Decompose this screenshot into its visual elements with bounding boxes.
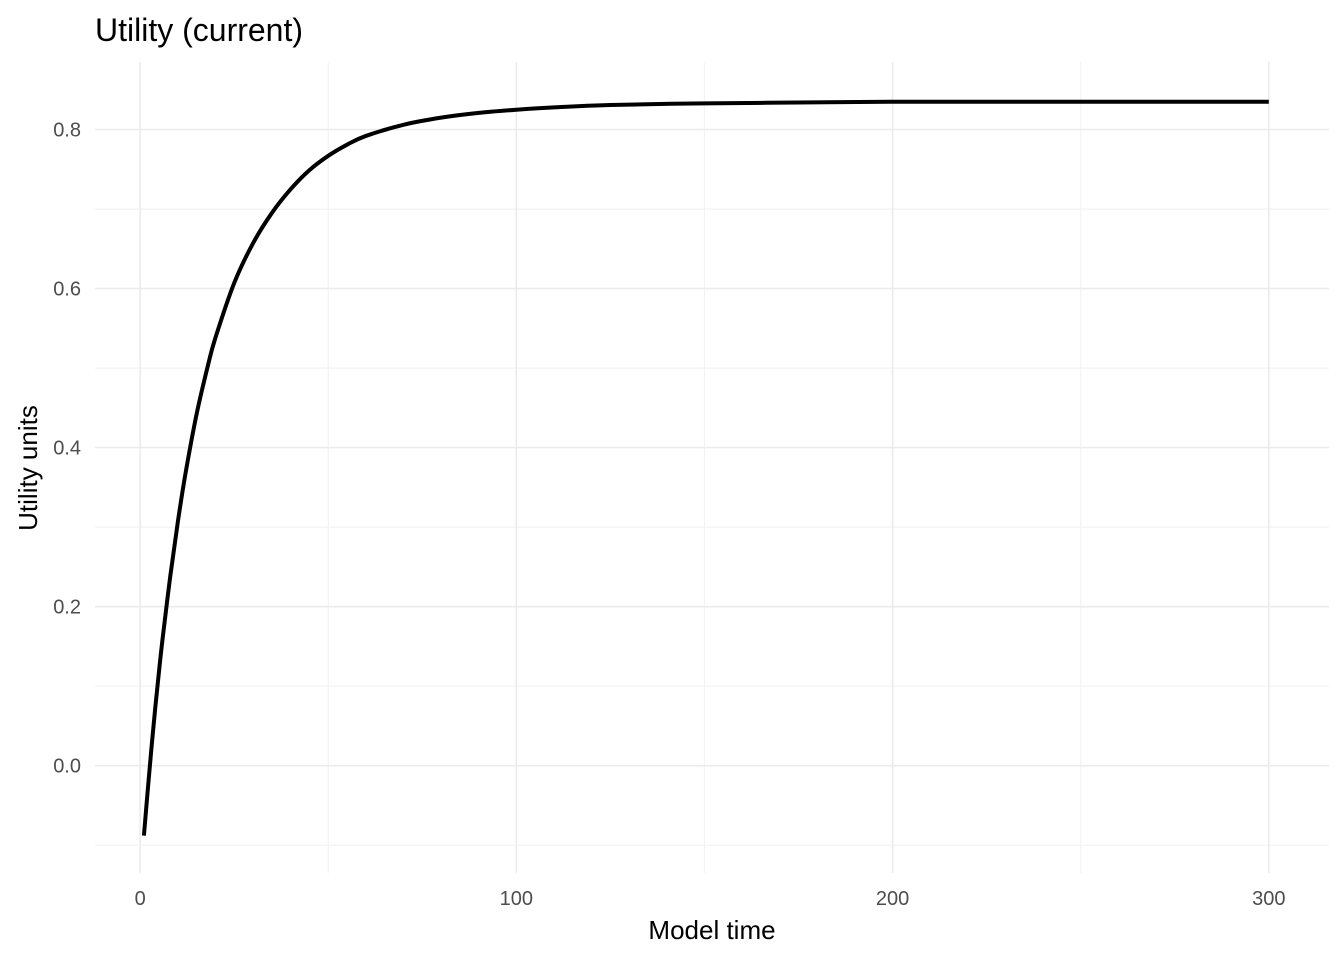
major-gridlines	[95, 62, 1329, 873]
x-tick-label: 200	[876, 888, 909, 910]
x-axis-tick-labels: 0 100 200 300	[135, 888, 1286, 910]
y-tick-label: 0.4	[53, 438, 81, 460]
x-tick-label: 0	[135, 888, 146, 910]
chart-title: Utility (current)	[95, 12, 303, 48]
y-axis-tick-labels: 0.0 0.2 0.4 0.6 0.8	[53, 120, 81, 778]
series-line	[141, 99, 1269, 836]
y-tick-label: 0.8	[53, 120, 81, 142]
x-axis-title: Model time	[648, 915, 775, 945]
series-layer	[141, 99, 1269, 836]
y-tick-label: 0.0	[53, 756, 81, 778]
y-axis-title: Utility units	[13, 405, 43, 531]
y-tick-label: 0.6	[53, 279, 81, 301]
x-tick-label: 100	[500, 888, 533, 910]
x-tick-label: 300	[1252, 888, 1285, 910]
y-tick-label: 0.2	[53, 597, 81, 619]
minor-gridlines	[95, 62, 1329, 873]
